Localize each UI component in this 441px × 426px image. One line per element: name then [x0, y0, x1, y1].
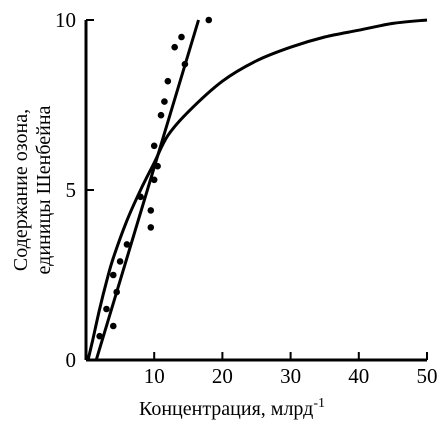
data-point — [109, 271, 117, 279]
y-tick-label: 10 — [55, 8, 76, 32]
y-tick-label: 0 — [66, 348, 77, 372]
x-axis-title-main: Концентрация, млрд — [139, 398, 313, 420]
x-tick-label: 50 — [417, 364, 438, 388]
data-point — [205, 16, 213, 24]
data-point — [161, 98, 168, 105]
x-tick-label: 10 — [144, 364, 165, 388]
data-point — [150, 176, 158, 184]
data-point — [96, 332, 103, 340]
data-point — [147, 207, 155, 214]
series-layer — [86, 16, 428, 361]
ticks-layer: 10 20 30 40 50 0 5 10 — [55, 8, 438, 388]
x-tick-label: 30 — [280, 364, 301, 388]
data-point — [109, 322, 117, 330]
y-tick-label: 5 — [66, 178, 77, 202]
saturation-curve — [86, 18, 428, 361]
x-tick-label: 40 — [348, 364, 369, 388]
y-axis-title-line-2: единицы Шенбейна — [33, 105, 55, 274]
data-point — [103, 305, 110, 313]
data-point — [147, 224, 155, 231]
data-point — [157, 111, 165, 119]
data-point — [150, 142, 158, 150]
x-axis-title-superscript: -1 — [313, 396, 325, 411]
data-point — [178, 33, 185, 41]
data-point — [164, 77, 172, 85]
x-axis-title: Концентрация, млрд-1 — [139, 396, 325, 420]
x-tick-label: 20 — [212, 364, 233, 388]
data-point — [171, 43, 178, 51]
data-point — [116, 258, 124, 265]
y-axis-title-line-1: Содержание озона, — [10, 109, 32, 271]
regression-line — [94, 19, 200, 361]
data-point — [123, 241, 131, 248]
